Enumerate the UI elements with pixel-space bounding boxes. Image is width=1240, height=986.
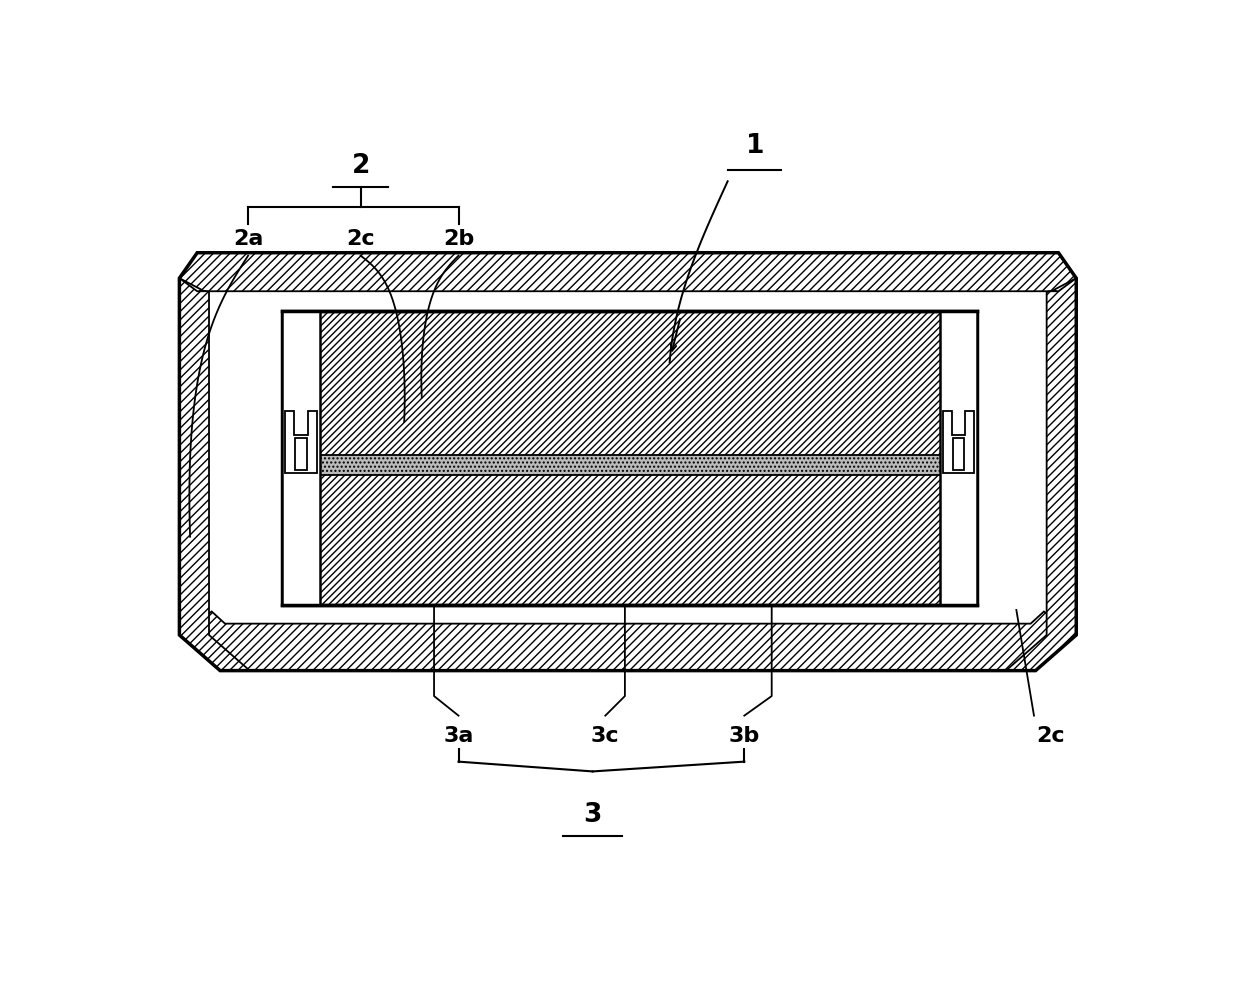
Polygon shape [952,439,965,470]
Polygon shape [180,253,1076,293]
Polygon shape [1006,279,1076,670]
Text: 2: 2 [351,153,370,178]
Text: 3b: 3b [729,726,760,745]
Text: 3: 3 [583,801,601,826]
Text: 1: 1 [745,133,764,159]
Text: 2c: 2c [346,229,374,248]
Text: 2b: 2b [443,229,474,248]
Text: 2c: 2c [1037,726,1065,745]
Polygon shape [283,313,977,605]
Polygon shape [940,313,977,605]
Text: 2a: 2a [233,229,263,248]
Polygon shape [180,612,1076,670]
Text: 3a: 3a [444,726,474,745]
Polygon shape [283,313,320,605]
Polygon shape [295,439,306,470]
Text: 3c: 3c [591,726,620,745]
Polygon shape [180,279,249,670]
Polygon shape [288,456,972,475]
Polygon shape [942,412,975,473]
Polygon shape [285,412,316,473]
